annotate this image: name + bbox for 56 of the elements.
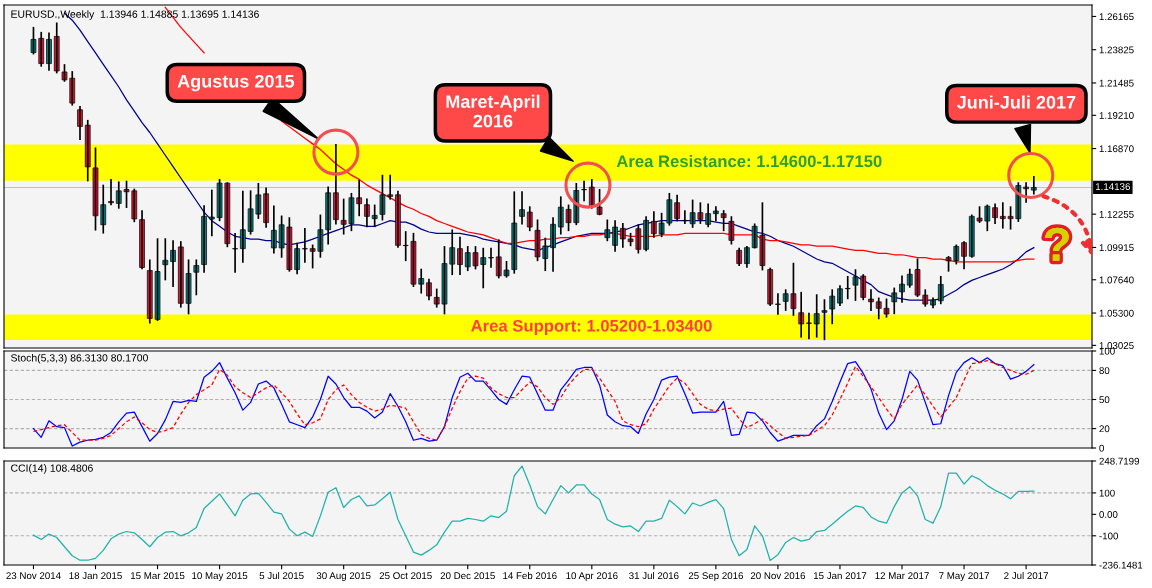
annotation: Agustus 2015 — [177, 74, 295, 92]
band-label: Area Support: 1.05200-1.03400 — [471, 319, 712, 336]
x-tick-label: 23 Nov 2014 — [6, 572, 61, 580]
y-tick-label: 80 — [1099, 367, 1110, 375]
x-tick-label: 25 Sep 2016 — [688, 572, 744, 582]
x-tick-label: 31 Jul 2016 — [629, 571, 679, 580]
band-label: Area Resistance: 1.14600-1.17150 — [616, 154, 882, 168]
x-tick-label: 10 May 2015 — [192, 572, 248, 582]
x-tick-label: 10 Apr 2016 — [566, 572, 618, 582]
x-tick-label: 15 Mar 2015 — [131, 572, 185, 580]
annotation: Juni-Juli 2017 — [956, 95, 1076, 109]
y-tick-label: 1.03025 — [1099, 342, 1134, 349]
y-tick-label: -236.1481 — [1099, 561, 1143, 569]
y-tick-label: 0 — [1099, 444, 1104, 452]
x-tick-label: 30 Aug 2015 — [316, 572, 371, 582]
y-tick-label: 1.21485 — [1099, 79, 1134, 87]
y-tick-label: 248.7199 — [1099, 457, 1140, 465]
x-tick-label: 12 Mar 2017 — [875, 572, 929, 580]
y-tick-label: 20 — [1099, 425, 1110, 433]
y-tick-label: 1.23825 — [1099, 46, 1134, 54]
x-tick-label: 25 Oct 2015 — [379, 572, 432, 580]
x-tick-label: 5 Jul 2015 — [259, 571, 304, 580]
y-tick-label: 1.16870 — [1099, 145, 1134, 153]
candlestick — [720, 210, 727, 232]
y-tick-label: 0.00 — [1099, 511, 1118, 518]
y-tick-label: 1.07640 — [1099, 276, 1134, 284]
x-tick-label: 20 Dec 2015 — [440, 572, 495, 580]
candlestick — [821, 299, 828, 341]
text: ? — [1044, 227, 1069, 261]
annotation: Maret-April 2016 — [446, 94, 540, 128]
x-tick-label: 2 Jul 2017 — [1004, 571, 1049, 580]
candlestick — [488, 247, 494, 268]
y-tick-label: -100 — [1099, 532, 1119, 540]
candlestick — [775, 293, 781, 315]
y-tick-label: 50 — [1099, 396, 1110, 404]
candlestick — [232, 232, 238, 273]
y-tick-label: 100 — [1099, 347, 1115, 355]
y-tick-label: 1.09915 — [1099, 244, 1134, 252]
candlestick — [1023, 182, 1029, 203]
x-tick-label: 15 Jan 2017 — [813, 572, 867, 580]
y-tick-label: 100 — [1099, 489, 1115, 497]
y-tick-label: 1.12255 — [1099, 210, 1134, 218]
x-tick-label: 20 Nov 2016 — [750, 572, 806, 580]
x-tick-label: 14 Feb 2016 — [503, 571, 557, 580]
ref-line-label: 1.14136 — [1096, 183, 1130, 191]
candlestick — [728, 216, 735, 245]
candlestick — [806, 312, 812, 340]
candlestick — [596, 188, 603, 216]
y-tick-label: 1.26165 — [1099, 13, 1134, 21]
chart-title: CCI(14) 108.4806 — [11, 464, 93, 474]
x-tick-label: 7 May 2017 — [939, 572, 989, 582]
candlestick — [302, 227, 308, 263]
y-tick-label: 1.19210 — [1099, 112, 1134, 119]
x-tick-label: 18 Jan 2015 — [69, 572, 122, 580]
y-tick-label: 1.05300 — [1099, 309, 1134, 317]
chart-title: Stoch(5,3,3) 86.3130 80.1700 — [11, 353, 148, 364]
